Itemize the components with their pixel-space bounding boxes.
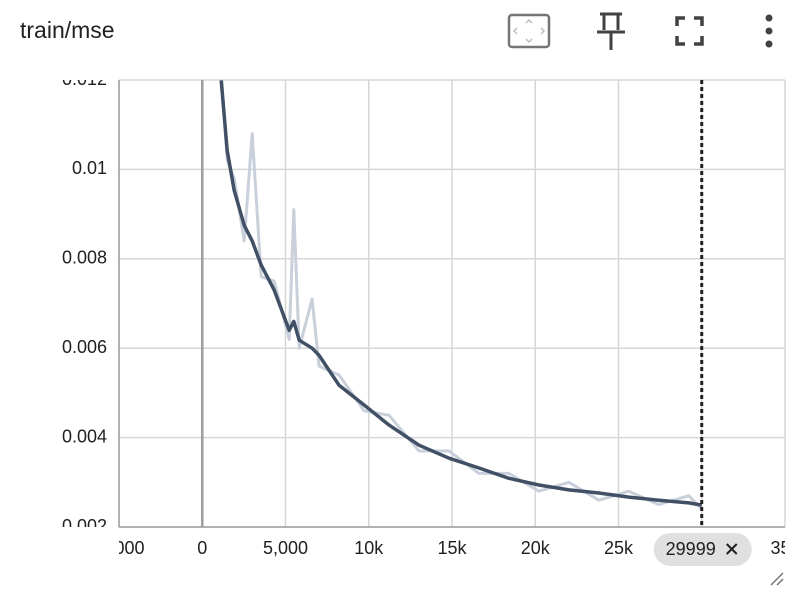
series-line	[219, 80, 702, 507]
x-tick-label: 10k	[354, 538, 384, 558]
x-tick-label: 15k	[437, 538, 467, 558]
x-tick-label: 0	[197, 538, 207, 558]
plot	[219, 80, 704, 527]
series-line	[220, 80, 703, 511]
step-badge-bg	[653, 533, 752, 566]
x-tick-label: 35k	[770, 538, 793, 558]
fullscreen-button[interactable]	[675, 16, 704, 46]
pin-button[interactable]	[597, 12, 625, 50]
step-badge-close	[726, 543, 738, 555]
step-badge-label: 29999	[666, 539, 716, 559]
x-tick-label: 25k	[604, 538, 634, 558]
more-button[interactable]	[765, 14, 773, 48]
y-tick-label: 0.012	[62, 69, 107, 89]
y-tick-label: 0.006	[62, 337, 107, 357]
x-tick-label: 5,000	[263, 538, 308, 558]
resize-handle[interactable]	[770, 572, 784, 586]
y-tick-label: 0.008	[62, 248, 107, 268]
fit-domain-button[interactable]	[507, 13, 551, 49]
y-tick-label: 0.004	[62, 426, 107, 446]
y-tick-label: 0.01	[72, 158, 107, 178]
y-tick-label: 0.002	[62, 516, 107, 536]
toolbar	[507, 12, 773, 50]
x-tick-label: 20k	[521, 538, 551, 558]
y-axis: 0.002 0.004 0.006 0.008 0.01 0.012	[62, 69, 107, 536]
x-tick-label: -5,000	[93, 538, 144, 558]
chart-title: train/mse	[20, 17, 115, 43]
step-badge[interactable]: 29999	[653, 533, 752, 566]
